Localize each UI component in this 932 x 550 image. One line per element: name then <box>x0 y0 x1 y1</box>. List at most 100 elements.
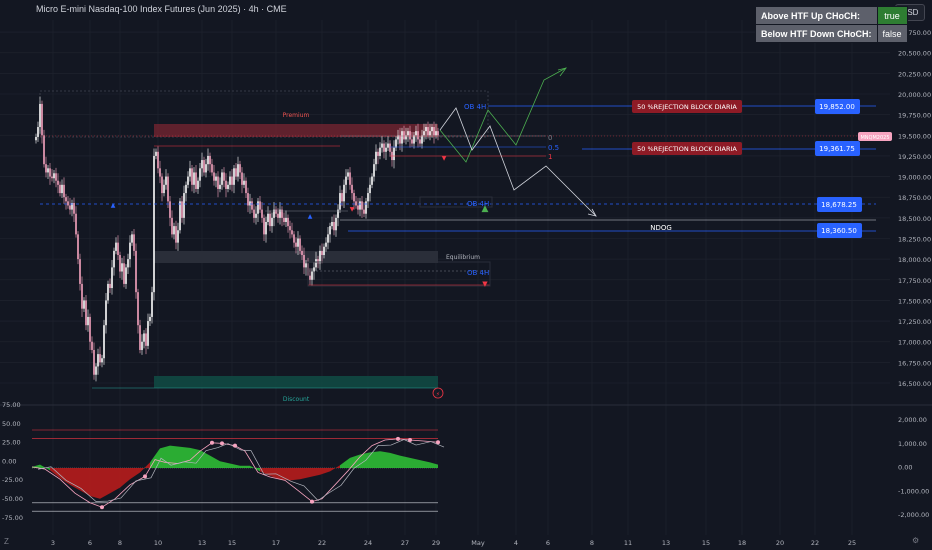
oscillator-left-axis-label: 0.00 <box>2 457 16 465</box>
oscillator-dot <box>233 443 237 448</box>
candle-body <box>179 201 181 231</box>
settings-gear-icon[interactable]: ⚙ <box>912 536 920 545</box>
price-axis-label: 17,750.00 <box>898 277 931 285</box>
oscillator-left-axis-label: 50.00 <box>2 420 21 428</box>
candle-body <box>173 226 175 235</box>
candle-body <box>399 135 401 144</box>
candle-body <box>437 131 439 136</box>
candle-body <box>161 176 163 194</box>
oscillator-histogram <box>250 465 260 472</box>
premium-label: Premium <box>283 112 310 119</box>
time-axis-label: 10 <box>154 539 162 547</box>
price-tag-18678: 18,678.25 <box>821 201 857 209</box>
candle-body <box>281 209 283 218</box>
candle-body <box>105 300 107 326</box>
time-axis-label: 24 <box>364 539 372 547</box>
candle-body <box>73 202 75 214</box>
candle-body <box>137 292 139 326</box>
candle-body <box>365 201 367 214</box>
candle-body <box>81 283 83 309</box>
price-axis-label: 16,750.00 <box>898 359 931 367</box>
oscillator-histogram <box>380 451 390 468</box>
time-axis-label: 29 <box>432 539 440 547</box>
candle-body <box>171 217 173 235</box>
oscillator-dot <box>408 438 412 442</box>
candle-body <box>51 176 53 179</box>
candle-body <box>293 234 295 243</box>
oscillator-histogram <box>330 465 340 472</box>
price-tags: 19,852.00 19,361.75 18,678.25 18,360.50 … <box>815 99 892 238</box>
projection-paths: ▲ ▼ ▲ ▲ ▼ ▼ <box>111 67 597 288</box>
candle-body <box>431 127 433 132</box>
oscillator-histogram <box>80 468 90 496</box>
candle-body <box>207 155 209 165</box>
candle-body <box>93 349 95 375</box>
candle-body <box>287 217 289 227</box>
candle-body <box>349 172 351 185</box>
price-axis[interactable]: 20,750.00 20,500.00 20,250.00 20,000.00 19,7… <box>898 29 931 388</box>
oscillator-histogram <box>210 455 220 468</box>
oscillator-histogram <box>240 465 250 468</box>
candle-body <box>279 209 281 218</box>
candle-body <box>47 168 49 173</box>
price-tag-19361: 19,361.75 <box>819 145 855 153</box>
candle-body <box>189 168 191 177</box>
candle-body <box>165 176 167 185</box>
oscillator-dot <box>310 499 314 504</box>
candle-body <box>185 184 187 194</box>
candle-body <box>237 164 239 177</box>
price-axis-label: 19,000.00 <box>898 174 931 182</box>
candle-body <box>203 160 205 173</box>
oscillator-dot <box>143 474 147 479</box>
candle-body <box>373 164 375 177</box>
candle-body <box>301 250 303 256</box>
oscillator-histogram <box>170 445 180 468</box>
candle-body <box>193 172 195 185</box>
candle-body <box>55 173 57 181</box>
replay-icon[interactable]: ⚡ <box>432 387 444 399</box>
candle-body <box>39 103 41 128</box>
choch-up-label: Above HTF Up CHoCH: <box>755 6 878 25</box>
svg-text:⚡: ⚡ <box>436 391 440 398</box>
candle-body <box>331 221 333 227</box>
candle-body <box>219 184 221 189</box>
ob-labels: OB 4H OB 4H OB 4H NDOG <box>464 103 672 277</box>
oscillator-histogram <box>290 468 300 481</box>
candle-body <box>341 193 343 202</box>
oscillator-histogram <box>390 452 400 468</box>
candle-body <box>199 168 201 181</box>
oscillator-histogram <box>70 468 80 491</box>
candle-body <box>239 164 241 173</box>
candle-body <box>395 139 397 148</box>
candle-body <box>163 184 165 194</box>
candle-body <box>85 300 87 326</box>
candle-body <box>223 172 225 181</box>
time-axis-label: 18 <box>738 539 746 547</box>
candle-body <box>355 201 357 206</box>
rejection-upper-label: 50 %REJECTION BLOCK DIARIA <box>637 103 737 111</box>
timezone-icon[interactable]: Z <box>4 537 9 546</box>
candle-body <box>111 267 113 289</box>
choch-marker-icon: ▼ <box>350 206 355 213</box>
candle-body <box>147 321 149 346</box>
price-tag-18360: 18,360.50 <box>821 227 857 235</box>
candle-body <box>435 131 437 136</box>
candle-body <box>421 135 423 144</box>
candle-body <box>401 131 403 144</box>
choch-marker-icon: ▼ <box>442 155 447 162</box>
oscillator-left-axis: 75.00 50.00 25.00 0.00 -25.00 -50.00 -75.00 <box>2 401 23 522</box>
time-axis-label: 22 <box>811 539 819 547</box>
candle-body <box>267 213 269 222</box>
oscillator-histogram <box>160 445 170 468</box>
candle-body <box>329 226 331 235</box>
candle-body <box>131 234 133 243</box>
time-axis-label: 8 <box>590 539 594 547</box>
price-axis-label: 20,000.00 <box>898 91 931 99</box>
oscillator-histogram <box>40 464 50 471</box>
time-axis[interactable]: 3 6 8 10 13 15 17 22 24 27 29 May 4 6 8 11 13 15 18 20 22 25 <box>51 539 856 547</box>
oscillator-histogram <box>130 468 140 480</box>
candle-body <box>155 151 157 156</box>
candle-body <box>311 271 313 280</box>
candle-body <box>61 184 63 194</box>
